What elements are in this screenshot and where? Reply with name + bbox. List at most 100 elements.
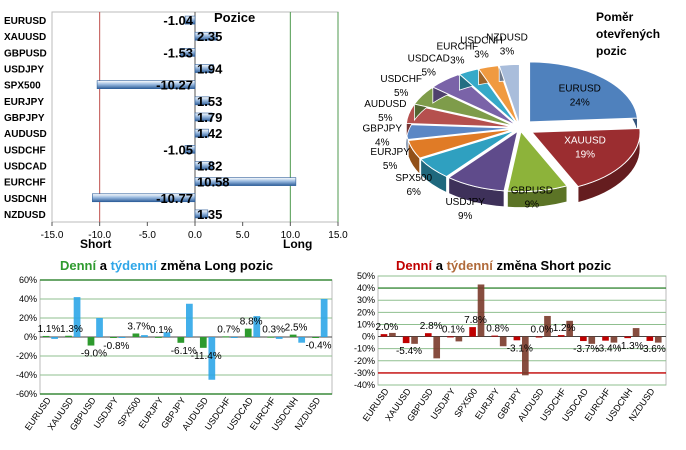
long-title-and: a: [96, 258, 110, 273]
x-tick-label: -10.0: [88, 230, 111, 241]
pie-slice-label: EURUSD: [559, 83, 601, 94]
weekly-bar: [96, 318, 103, 337]
pie-title-line-1: Poměr: [596, 10, 634, 24]
pie-slice: [498, 63, 520, 125]
pie-slice-label: EURCHF: [437, 41, 479, 52]
pie-slice-pct: 6%: [406, 187, 421, 198]
pie-slice-label: NZDUSD: [486, 32, 528, 43]
data-label: -0.8%: [103, 341, 129, 352]
data-label: 0.8%: [486, 324, 509, 335]
y-tick-label: -40%: [354, 380, 375, 390]
data-label: 2.8%: [420, 321, 443, 332]
y-tick-label: -60%: [16, 389, 37, 399]
data-label: -5.4%: [396, 346, 422, 357]
y-tick-label: -10%: [354, 344, 375, 354]
pie-slice-pct: 5%: [378, 113, 393, 124]
category-label: USDJPY: [4, 65, 44, 76]
short-title-daily: Denní: [396, 258, 433, 273]
pie-title-line-3: pozic: [596, 44, 627, 58]
pie-slice: [477, 65, 519, 125]
data-label: -3.4%: [595, 344, 621, 355]
data-label: 7.8%: [464, 315, 487, 326]
y-tick-label: 10%: [357, 319, 375, 329]
position-bar: [194, 161, 213, 170]
pie-slice-pct: 3%: [474, 49, 489, 60]
category-label: SPX500: [4, 81, 41, 92]
x-tick-label: -15.0: [41, 230, 64, 241]
value-label: -1.05: [163, 142, 193, 157]
open-positions-pie-chart: Poměr otevřených pozic EURUSD 24% XAUUSD 19…: [363, 10, 660, 222]
data-label: 0.7%: [217, 324, 240, 335]
data-label: 1.1%: [38, 324, 61, 335]
weekly-bar: [73, 297, 81, 337]
pie-slice-label: GBPJPY: [363, 123, 403, 134]
data-label: 0.1%: [150, 325, 173, 336]
short-title-weekly: týdenní: [447, 258, 494, 273]
pie-slice: [431, 74, 517, 126]
x-tick-label: 0.0: [188, 230, 202, 241]
daily-bar: [132, 333, 140, 337]
pie-slice-pct: 5%: [422, 67, 437, 78]
category-label: USDCHF: [4, 145, 46, 156]
weekly-bar: [654, 336, 662, 343]
daily-bar: [289, 334, 297, 337]
position-bar: [184, 15, 196, 25]
y-tick-label: 0%: [362, 332, 375, 342]
weekly-bar: [208, 337, 216, 380]
daily-bar: [312, 337, 319, 338]
pie-slice-label: USDCAD: [408, 53, 450, 64]
y-tick-label: -40%: [16, 370, 37, 380]
value-label: 2.35: [197, 29, 222, 44]
daily-bar: [402, 336, 410, 344]
pie-slice-pct: 3%: [450, 55, 465, 66]
data-label: 0.0%: [531, 325, 554, 336]
pie-slice-pct: 5%: [383, 161, 398, 172]
long-label: Long: [283, 237, 312, 251]
value-label: 1.79: [197, 110, 222, 125]
y-tick-label: 0%: [24, 332, 37, 342]
value-label: 1.53: [197, 94, 222, 109]
weekly-bar: [320, 299, 328, 337]
short-label: Short: [80, 237, 111, 251]
value-label: -10.27: [156, 78, 193, 93]
x-tick-label: -5.0: [139, 230, 157, 241]
weekly-bar: [433, 336, 441, 359]
value-label: 1.35: [197, 207, 222, 222]
category-label: NZDUSD: [4, 210, 46, 221]
data-label: -0.4%: [305, 340, 331, 351]
pie-slice: [419, 129, 516, 178]
data-label: 8.8%: [240, 317, 263, 328]
y-tick-label: 60%: [19, 275, 37, 285]
value-label: 1.42: [197, 126, 222, 141]
long-title-daily: Denní: [60, 258, 97, 273]
data-label: 0.3%: [262, 325, 285, 336]
y-tick-label: -20%: [354, 356, 375, 366]
data-label: -11.4%: [191, 351, 222, 362]
weekly-bar: [163, 332, 171, 337]
daily-bar: [602, 336, 609, 341]
pie-slice: [531, 127, 641, 188]
data-label: -3.7%: [573, 344, 599, 355]
daily-bar: [535, 336, 543, 338]
value-label: 1.82: [197, 158, 222, 173]
weekly-bar: [141, 335, 148, 337]
daily-bar: [580, 336, 587, 342]
daily-bar: [42, 335, 50, 337]
value-label: -1.53: [163, 45, 193, 60]
daily-bar: [646, 336, 654, 341]
position-bar: [194, 177, 297, 186]
category-label: EURJPY: [4, 97, 44, 108]
position-bar: [184, 145, 196, 154]
weekly-bar: [455, 336, 463, 342]
daily-bar: [469, 327, 476, 337]
daily-bar: [380, 334, 388, 337]
category-label: AUDUSD: [4, 129, 47, 140]
weekly-bar: [389, 332, 396, 337]
data-label: -3.1%: [507, 343, 533, 354]
position-bar: [194, 112, 213, 122]
y-tick-label: 20%: [357, 307, 375, 317]
weekly-bar: [566, 320, 573, 337]
value-label: -10.77: [156, 191, 193, 206]
x-tick-label: 15.0: [328, 230, 348, 241]
pie-slice-label: EURJPY: [370, 147, 410, 158]
